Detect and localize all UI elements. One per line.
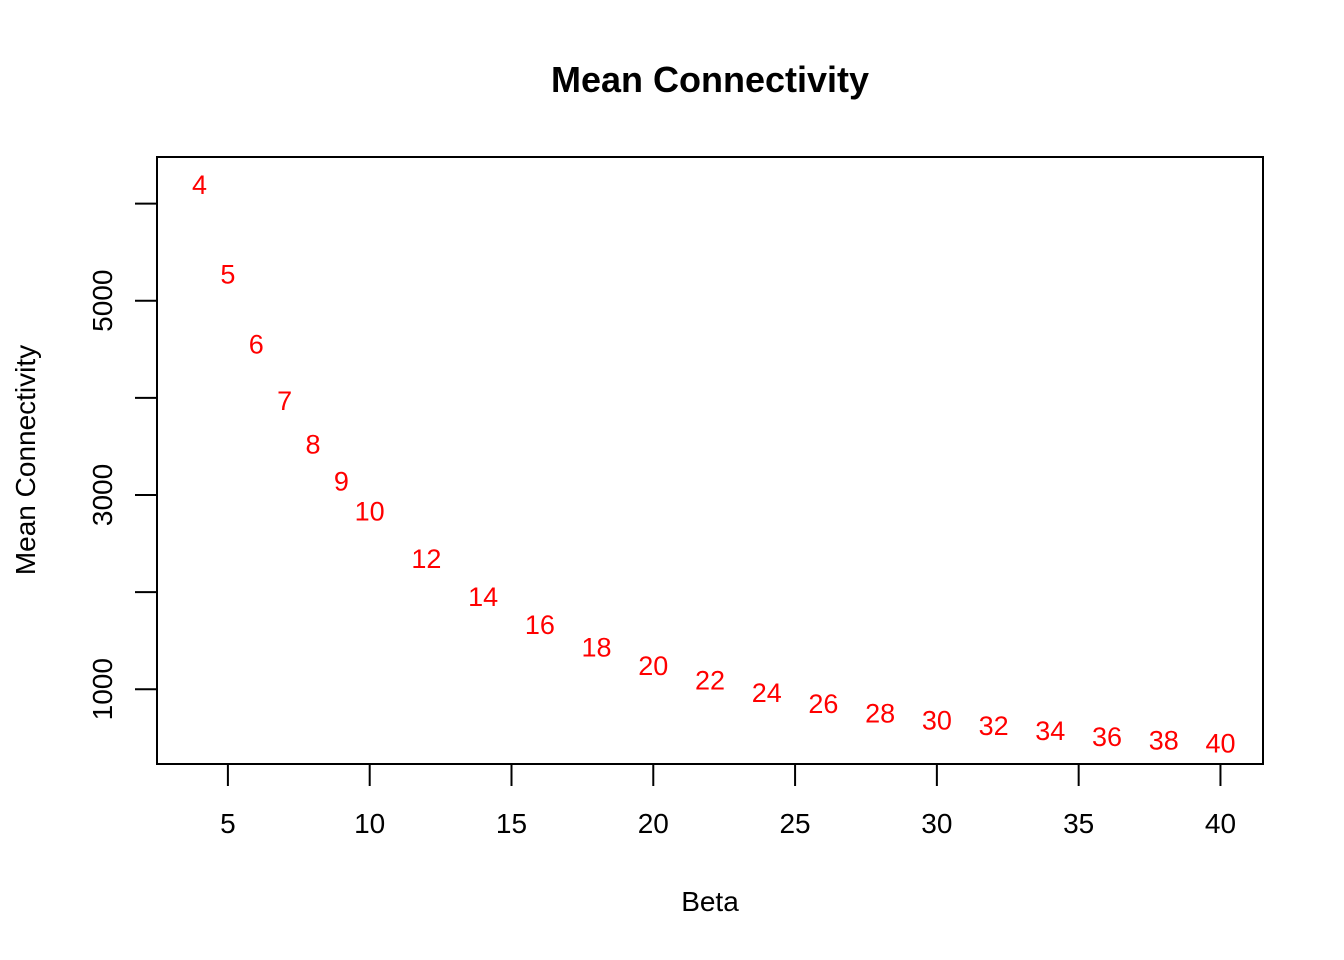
x-tick-label: 40 [1205, 808, 1236, 839]
data-point-label: 18 [582, 632, 612, 662]
data-point-label: 20 [638, 651, 668, 681]
data-point-label: 38 [1149, 726, 1179, 756]
y-axis: 1000 3000 5000 [87, 202, 158, 720]
chart-title: Mean Connectivity [551, 59, 869, 100]
y-tick-label: 5000 [87, 270, 118, 332]
data-point-label: 12 [411, 544, 441, 574]
data-point-label: 26 [808, 689, 838, 719]
data-point-label: 10 [355, 496, 385, 526]
x-tick-label: 15 [496, 808, 527, 839]
x-tick-label: 30 [921, 808, 952, 839]
y-tick-label: 3000 [87, 464, 118, 526]
data-point-label: 40 [1205, 729, 1235, 759]
data-point-label: 4 [192, 170, 207, 200]
y-tick-label: 1000 [87, 658, 118, 720]
data-point-label: 8 [305, 429, 320, 459]
data-point-label: 32 [979, 711, 1009, 741]
x-axis-label: Beta [681, 886, 739, 917]
x-axis: 5 10 15 20 25 30 35 40 [220, 763, 1236, 839]
data-point-label: 7 [277, 386, 292, 416]
x-tick-label: 35 [1063, 808, 1094, 839]
data-point-label: 36 [1092, 722, 1122, 752]
data-point-label: 5 [220, 260, 235, 290]
data-point-label: 22 [695, 665, 725, 695]
data-point-label: 28 [865, 698, 895, 728]
data-point-label: 6 [249, 329, 264, 359]
data-point-label: 16 [525, 610, 555, 640]
x-tick-label: 20 [638, 808, 669, 839]
data-point-label: 24 [752, 678, 782, 708]
data-point-label: 30 [922, 705, 952, 735]
data-point-label: 14 [468, 582, 498, 612]
x-tick-label: 10 [354, 808, 385, 839]
x-tick-label: 25 [779, 808, 810, 839]
y-axis-label: Mean Connectivity [10, 345, 41, 575]
data-point-label: 34 [1035, 716, 1065, 746]
x-tick-label: 5 [220, 808, 236, 839]
data-point-label: 9 [334, 466, 349, 496]
